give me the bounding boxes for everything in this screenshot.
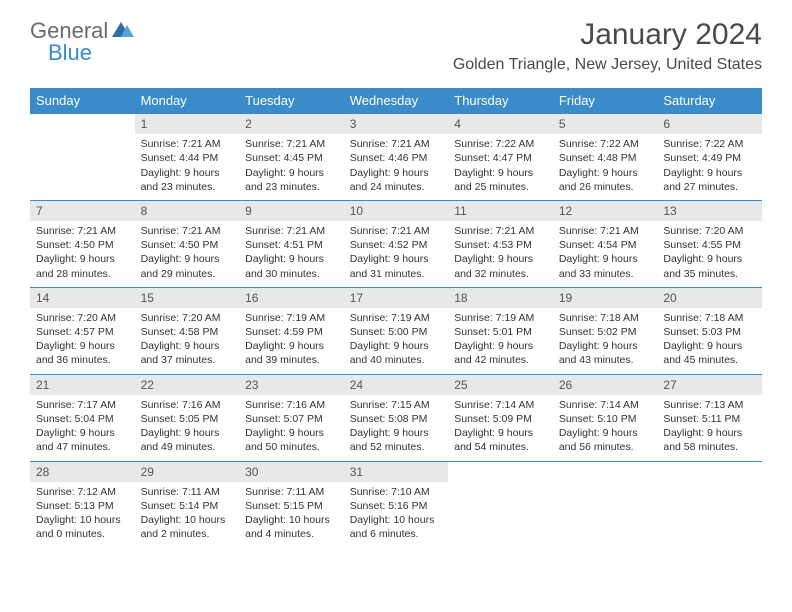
day-info-cell: Sunrise: 7:17 AMSunset: 5:04 PMDaylight:… [30, 395, 135, 461]
day-number-cell: 24 [344, 374, 449, 395]
day-number-row: 123456 [30, 114, 762, 135]
day-number-cell: 8 [135, 200, 240, 221]
day-number-cell: 1 [135, 114, 240, 135]
day-info-cell: Sunrise: 7:18 AMSunset: 5:03 PMDaylight:… [657, 308, 762, 374]
day-info-row: Sunrise: 7:21 AMSunset: 4:50 PMDaylight:… [30, 221, 762, 287]
day-info-cell [553, 482, 658, 548]
page-header: General January 2024 Golden Triangle, Ne… [0, 0, 792, 80]
day-number-cell: 18 [448, 287, 553, 308]
day-number-cell: 17 [344, 287, 449, 308]
day-number-cell: 30 [239, 461, 344, 482]
day-info-cell: Sunrise: 7:21 AMSunset: 4:53 PMDaylight:… [448, 221, 553, 287]
day-header: Saturday [657, 88, 762, 114]
day-number-row: 28293031 [30, 461, 762, 482]
day-info-cell: Sunrise: 7:10 AMSunset: 5:16 PMDaylight:… [344, 482, 449, 548]
calendar-table: SundayMondayTuesdayWednesdayThursdayFrid… [30, 88, 762, 547]
day-number-cell: 16 [239, 287, 344, 308]
day-number-cell: 13 [657, 200, 762, 221]
day-number-cell: 19 [553, 287, 658, 308]
day-info-cell: Sunrise: 7:21 AMSunset: 4:50 PMDaylight:… [135, 221, 240, 287]
day-header: Sunday [30, 88, 135, 114]
title-block: January 2024 Golden Triangle, New Jersey… [453, 18, 762, 74]
day-number-cell: 20 [657, 287, 762, 308]
day-info-row: Sunrise: 7:21 AMSunset: 4:44 PMDaylight:… [30, 134, 762, 200]
day-info-cell: Sunrise: 7:19 AMSunset: 5:00 PMDaylight:… [344, 308, 449, 374]
logo-blue-row: Blue [48, 40, 92, 66]
day-info-cell: Sunrise: 7:20 AMSunset: 4:58 PMDaylight:… [135, 308, 240, 374]
day-header: Friday [553, 88, 658, 114]
day-info-cell: Sunrise: 7:16 AMSunset: 5:05 PMDaylight:… [135, 395, 240, 461]
day-info-cell: Sunrise: 7:13 AMSunset: 5:11 PMDaylight:… [657, 395, 762, 461]
day-info-cell: Sunrise: 7:21 AMSunset: 4:45 PMDaylight:… [239, 134, 344, 200]
day-number-cell: 26 [553, 374, 658, 395]
day-info-cell: Sunrise: 7:21 AMSunset: 4:44 PMDaylight:… [135, 134, 240, 200]
day-number-cell: 7 [30, 200, 135, 221]
day-info-cell: Sunrise: 7:21 AMSunset: 4:52 PMDaylight:… [344, 221, 449, 287]
day-number-cell: 31 [344, 461, 449, 482]
day-number-cell: 28 [30, 461, 135, 482]
day-info-cell: Sunrise: 7:15 AMSunset: 5:08 PMDaylight:… [344, 395, 449, 461]
day-header: Tuesday [239, 88, 344, 114]
day-info-cell [657, 482, 762, 548]
day-info-cell: Sunrise: 7:20 AMSunset: 4:57 PMDaylight:… [30, 308, 135, 374]
day-number-cell: 21 [30, 374, 135, 395]
day-number-cell: 4 [448, 114, 553, 135]
logo-text-blue: Blue [48, 40, 92, 65]
day-number-cell: 5 [553, 114, 658, 135]
day-info-cell: Sunrise: 7:20 AMSunset: 4:55 PMDaylight:… [657, 221, 762, 287]
day-number-cell: 12 [553, 200, 658, 221]
month-title: January 2024 [453, 18, 762, 52]
day-info-row: Sunrise: 7:20 AMSunset: 4:57 PMDaylight:… [30, 308, 762, 374]
day-number-cell: 29 [135, 461, 240, 482]
day-info-cell: Sunrise: 7:19 AMSunset: 5:01 PMDaylight:… [448, 308, 553, 374]
day-number-cell: 2 [239, 114, 344, 135]
day-number-cell: 9 [239, 200, 344, 221]
day-number-cell: 14 [30, 287, 135, 308]
day-header: Thursday [448, 88, 553, 114]
day-number-row: 14151617181920 [30, 287, 762, 308]
day-number-cell: 10 [344, 200, 449, 221]
day-number-row: 78910111213 [30, 200, 762, 221]
day-info-cell: Sunrise: 7:18 AMSunset: 5:02 PMDaylight:… [553, 308, 658, 374]
day-info-row: Sunrise: 7:12 AMSunset: 5:13 PMDaylight:… [30, 482, 762, 548]
day-number-cell: 15 [135, 287, 240, 308]
day-number-cell [657, 461, 762, 482]
day-info-cell: Sunrise: 7:22 AMSunset: 4:49 PMDaylight:… [657, 134, 762, 200]
day-number-cell: 23 [239, 374, 344, 395]
day-info-row: Sunrise: 7:17 AMSunset: 5:04 PMDaylight:… [30, 395, 762, 461]
location-text: Golden Triangle, New Jersey, United Stat… [453, 56, 762, 74]
logo-triangle-icon [112, 21, 134, 42]
day-number-cell: 6 [657, 114, 762, 135]
day-number-cell: 11 [448, 200, 553, 221]
day-info-cell [30, 134, 135, 200]
day-header: Wednesday [344, 88, 449, 114]
day-info-cell: Sunrise: 7:16 AMSunset: 5:07 PMDaylight:… [239, 395, 344, 461]
day-info-cell: Sunrise: 7:19 AMSunset: 4:59 PMDaylight:… [239, 308, 344, 374]
day-info-cell [448, 482, 553, 548]
day-header: Monday [135, 88, 240, 114]
day-info-cell: Sunrise: 7:21 AMSunset: 4:50 PMDaylight:… [30, 221, 135, 287]
day-info-cell: Sunrise: 7:11 AMSunset: 5:14 PMDaylight:… [135, 482, 240, 548]
day-number-cell [30, 114, 135, 135]
day-number-cell: 3 [344, 114, 449, 135]
day-number-row: 21222324252627 [30, 374, 762, 395]
day-info-cell: Sunrise: 7:14 AMSunset: 5:10 PMDaylight:… [553, 395, 658, 461]
day-info-cell: Sunrise: 7:14 AMSunset: 5:09 PMDaylight:… [448, 395, 553, 461]
day-number-cell [553, 461, 658, 482]
day-info-cell: Sunrise: 7:22 AMSunset: 4:47 PMDaylight:… [448, 134, 553, 200]
day-info-cell: Sunrise: 7:11 AMSunset: 5:15 PMDaylight:… [239, 482, 344, 548]
calendar-header-row: SundayMondayTuesdayWednesdayThursdayFrid… [30, 88, 762, 114]
day-info-cell: Sunrise: 7:12 AMSunset: 5:13 PMDaylight:… [30, 482, 135, 548]
day-number-cell: 22 [135, 374, 240, 395]
day-info-cell: Sunrise: 7:21 AMSunset: 4:54 PMDaylight:… [553, 221, 658, 287]
day-number-cell: 25 [448, 374, 553, 395]
day-info-cell: Sunrise: 7:22 AMSunset: 4:48 PMDaylight:… [553, 134, 658, 200]
calendar: SundayMondayTuesdayWednesdayThursdayFrid… [0, 80, 792, 547]
day-info-cell: Sunrise: 7:21 AMSunset: 4:46 PMDaylight:… [344, 134, 449, 200]
day-number-cell [448, 461, 553, 482]
day-number-cell: 27 [657, 374, 762, 395]
day-info-cell: Sunrise: 7:21 AMSunset: 4:51 PMDaylight:… [239, 221, 344, 287]
